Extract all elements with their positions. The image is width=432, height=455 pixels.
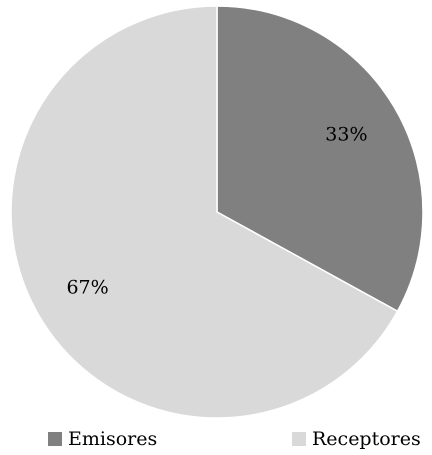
- data-label-emisores: 33%: [325, 124, 367, 146]
- legend-label-receptores: Receptores: [312, 428, 421, 450]
- legend-item-emisores: Emisores: [48, 424, 157, 454]
- pie-data-labels: 33% 67%: [66, 124, 367, 299]
- legend-item-receptores: Receptores: [292, 424, 421, 454]
- legend-swatch-receptores: [292, 432, 306, 446]
- data-label-receptores: 67%: [66, 277, 108, 299]
- pie-slice-receptores: [10, 5, 399, 419]
- pie-slices: [10, 5, 424, 419]
- chart-legend: Emisores Receptores: [0, 424, 432, 454]
- legend-label-emisores: Emisores: [68, 428, 158, 450]
- pie-slice-emisores: [216, 5, 424, 313]
- legend-swatch-emisores: [48, 432, 62, 446]
